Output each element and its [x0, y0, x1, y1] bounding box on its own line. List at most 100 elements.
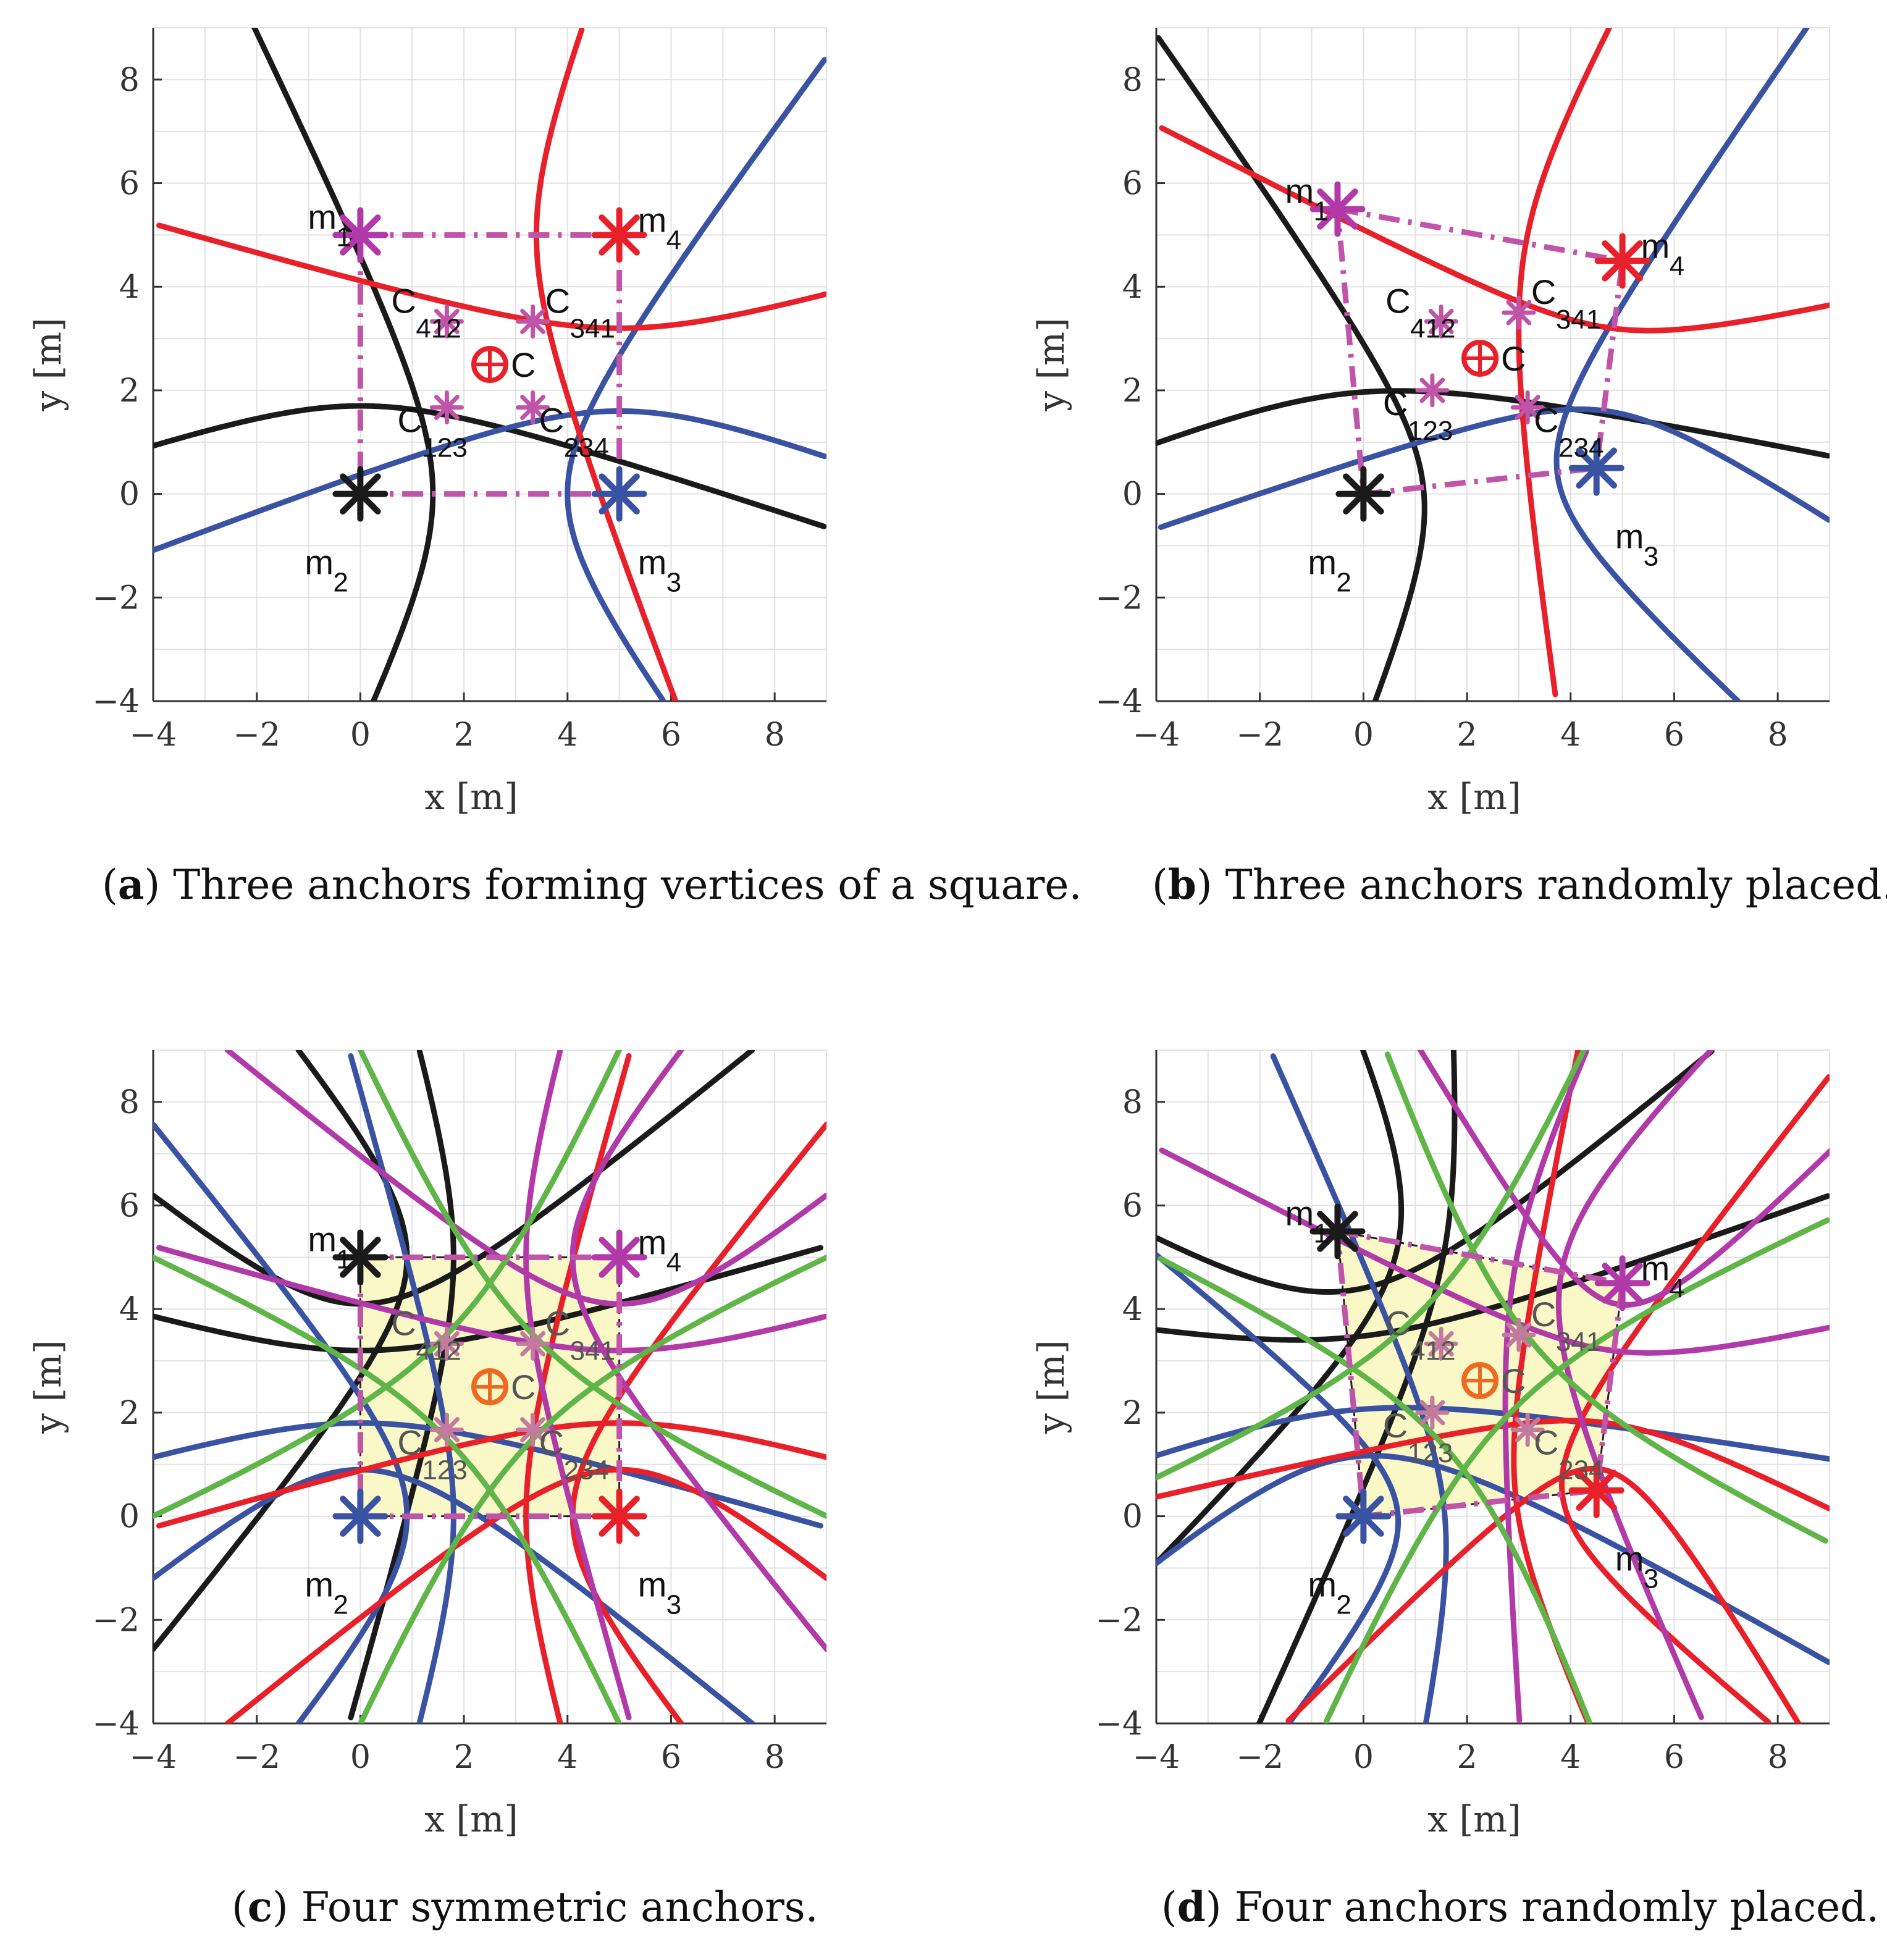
intersection-123-marker-stroke — [434, 395, 460, 421]
centroid-label: C — [1501, 339, 1526, 378]
y-tick-label: −4 — [1095, 683, 1143, 720]
intersection-123-marker — [429, 390, 464, 425]
locus-curve — [1417, 1050, 1830, 1308]
anchor-2-marker — [332, 466, 389, 522]
intersection-412-label: C — [391, 281, 416, 320]
x-tick-label: −4 — [1133, 1739, 1180, 1776]
intersection-412-marker-stroke — [1428, 308, 1454, 334]
anchor-4-marker — [1594, 1255, 1650, 1311]
caption-letter: b — [1168, 860, 1196, 909]
intersection-234-subscript: 234 — [1558, 1455, 1603, 1486]
intersection-123-subscript: 123 — [422, 433, 467, 463]
intersection-412-marker-stroke — [434, 1331, 460, 1356]
y-tick-label: 6 — [1122, 1188, 1143, 1225]
y-tick-label: −2 — [92, 1602, 140, 1639]
locus-curve — [1158, 1256, 1593, 1723]
anchor-3-marker-stroke — [1576, 447, 1617, 489]
anchor-2-marker-stroke — [1343, 473, 1384, 515]
anchor-1-marker — [332, 207, 389, 263]
intersection-341-label: C — [545, 281, 570, 320]
anchor-4-marker-stroke — [599, 214, 640, 256]
anchor-1-marker — [1309, 181, 1366, 237]
x-tick-label: 8 — [1768, 1739, 1788, 1776]
x-tick-label: 4 — [557, 717, 578, 754]
x-axis-label: x [m] — [424, 776, 518, 818]
x-tick-label: 0 — [1353, 1739, 1374, 1776]
locus-curve — [224, 1050, 826, 1307]
caption-paren-open: ( — [1161, 1883, 1177, 1931]
caption-text: Three anchors randomly placed. — [1225, 861, 1887, 909]
locus-curve — [156, 1420, 826, 1529]
intersection-412-subscript: 412 — [1410, 313, 1455, 343]
anchor-3-subscript: 3 — [1644, 542, 1658, 572]
anchor-3-subscript: 3 — [1644, 1564, 1658, 1594]
x-axis-label: x [m] — [1427, 776, 1521, 818]
intersection-412-marker — [1424, 1326, 1458, 1361]
x-tick-label: 8 — [1768, 717, 1788, 754]
anchor-1-subscript: 1 — [336, 1244, 351, 1274]
caption-paren-close: ) — [272, 1883, 301, 1931]
anchor-1-marker-stroke — [340, 1237, 381, 1278]
x-tick-label: 6 — [661, 1739, 681, 1776]
caption-text: Four symmetric anchors. — [301, 1883, 818, 1931]
intersection-123-marker-stroke — [1419, 1400, 1445, 1426]
x-tick-label: −2 — [1236, 1739, 1284, 1776]
intersection-234-label: C — [1534, 1423, 1558, 1462]
caption-paren-close: ) — [145, 861, 174, 909]
y-tick-label: 6 — [119, 1188, 140, 1225]
anchor-1-subscript: 1 — [1313, 196, 1328, 226]
caption-letter: c — [248, 1883, 272, 1931]
intersection-123-label: C — [1383, 384, 1408, 423]
y-tick-label: 2 — [1122, 1395, 1143, 1432]
locus-curve — [153, 408, 826, 553]
anchor-3-marker — [1568, 1462, 1624, 1518]
intersection-123-marker — [429, 1413, 464, 1447]
locus-curve — [1323, 1217, 1830, 1723]
intersection-412-marker — [429, 1326, 464, 1361]
y-tick-label: 0 — [1122, 476, 1143, 513]
anchor-2-marker-stroke — [1343, 1495, 1384, 1537]
x-tick-label: −2 — [1236, 717, 1284, 754]
x-tick-label: −4 — [130, 717, 177, 754]
anchor-1-label: m — [308, 1219, 337, 1258]
anchor-3-marker — [591, 1488, 647, 1544]
anchor-1-subscript: 1 — [1313, 1218, 1328, 1248]
intersection-234-marker — [516, 390, 550, 425]
anchor-2-label: m — [1308, 1565, 1337, 1604]
anchor-4-marker-stroke — [599, 1237, 640, 1278]
locus-curve — [1156, 1418, 1830, 1512]
locus-curve — [1158, 406, 1830, 530]
y-tick-label: 4 — [1122, 269, 1143, 306]
intersection-341-marker-stroke — [520, 1331, 546, 1356]
anchor-4-subscript: 4 — [666, 225, 681, 255]
locus-curve — [153, 1050, 410, 1652]
x-tick-label: −4 — [130, 1739, 177, 1776]
locus-curve — [1270, 1053, 1449, 1723]
y-axis-label: y [m] — [27, 1340, 69, 1434]
y-tick-label: 6 — [119, 166, 140, 203]
intersection-123-marker — [1415, 1395, 1450, 1430]
anchor-1-label: m — [1285, 171, 1314, 210]
x-tick-label: 0 — [350, 717, 371, 754]
anchor-1-marker-stroke — [1317, 188, 1358, 230]
intersection-234-marker — [1510, 390, 1545, 425]
anchor-2-marker — [1335, 1488, 1392, 1544]
caption-b: (b) Three anchors randomly placed. — [1152, 860, 1887, 909]
intersection-341-subscript: 341 — [1556, 1327, 1601, 1357]
anchor-3-subscript: 3 — [666, 1590, 681, 1620]
anchor-2-subscript: 2 — [333, 568, 348, 598]
x-tick-label: 8 — [765, 717, 785, 754]
anchor-2-subscript: 2 — [333, 1590, 348, 1620]
intersection-341-marker-stroke — [520, 308, 546, 334]
intersection-412-subscript: 412 — [416, 313, 461, 343]
x-tick-label: 8 — [765, 1739, 785, 1776]
anchor-1-marker — [332, 1229, 389, 1285]
x-tick-label: 2 — [454, 717, 474, 754]
caption-paren-close: ) — [1196, 861, 1225, 909]
intersection-123-label: C — [1383, 1406, 1408, 1445]
x-tick-label: 6 — [1664, 717, 1684, 754]
anchor-2-label: m — [305, 1565, 334, 1604]
x-tick-label: 6 — [661, 717, 681, 754]
locus-curve — [153, 1050, 755, 1307]
